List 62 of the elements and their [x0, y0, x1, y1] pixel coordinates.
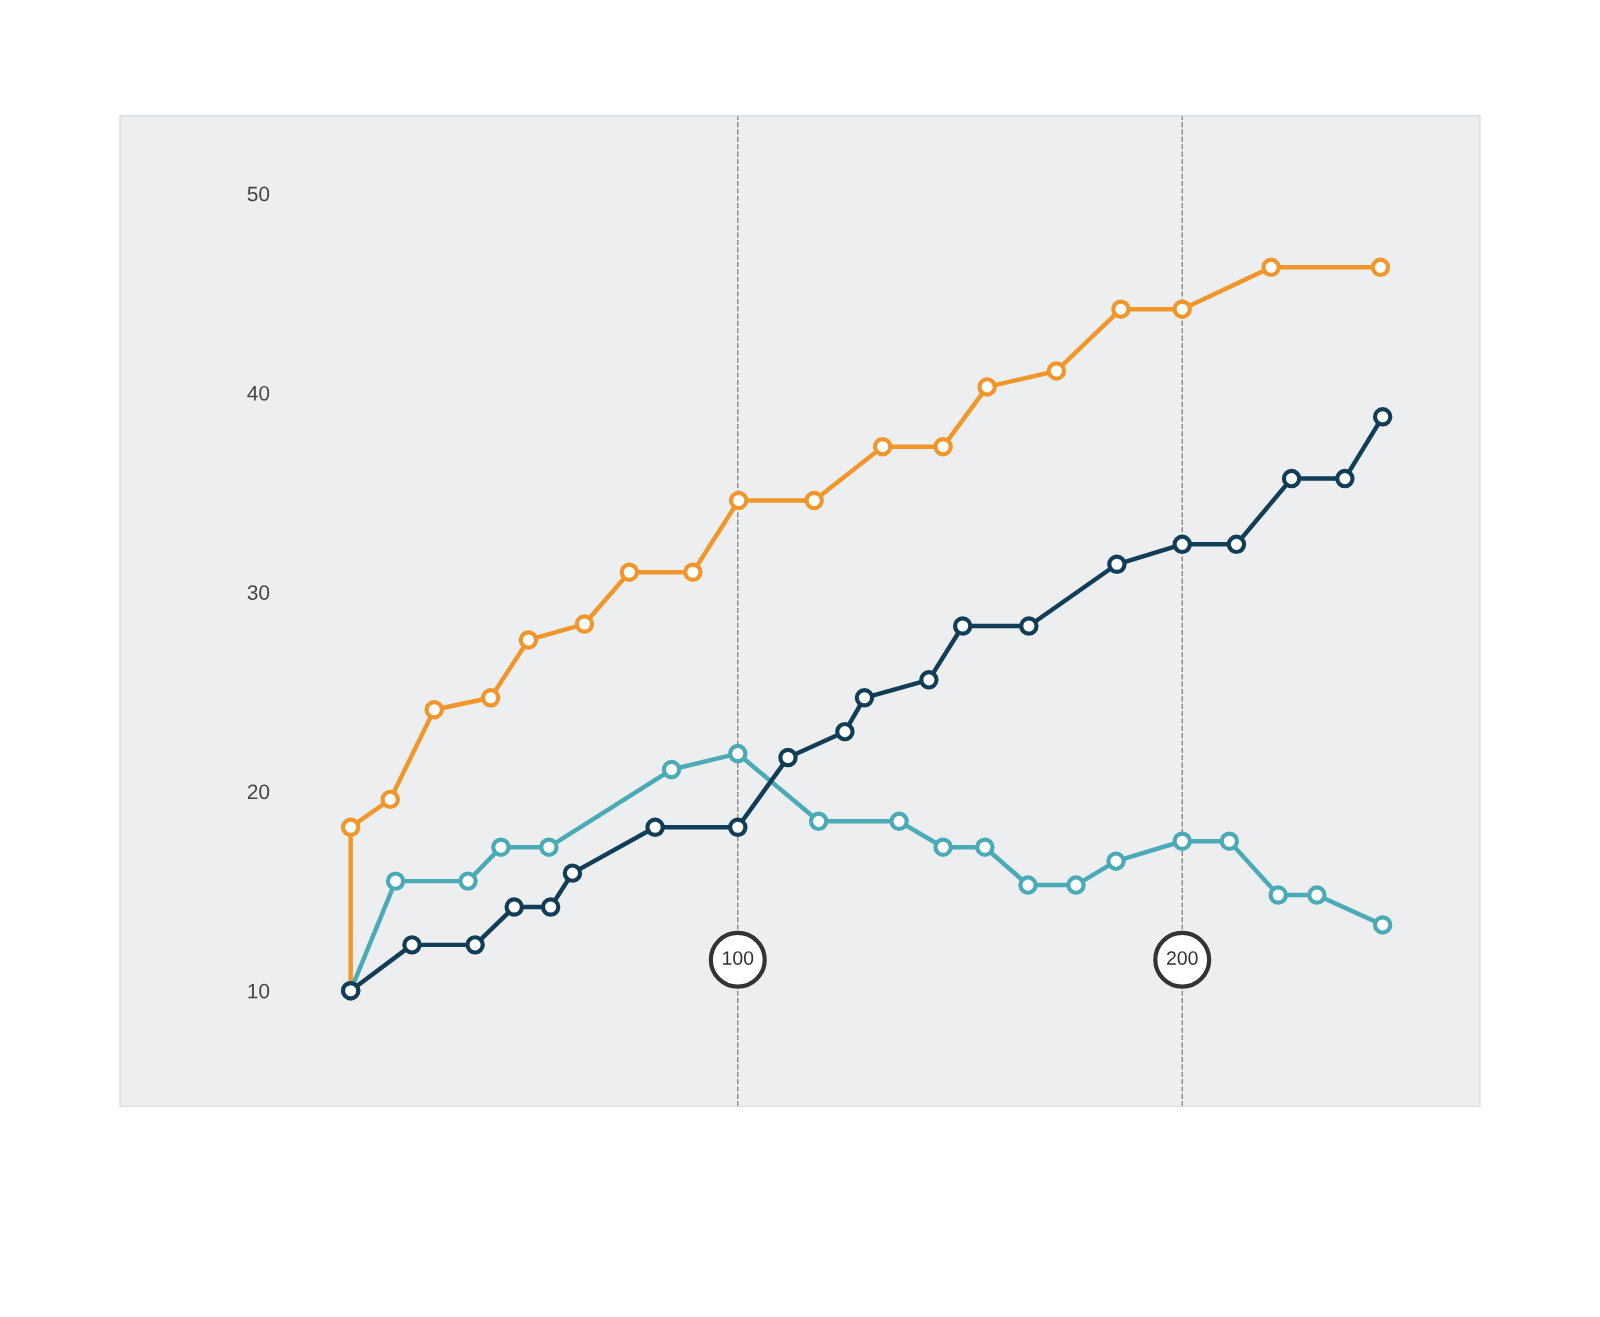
point — [1018, 875, 1038, 895]
point — [728, 490, 749, 511]
point — [1106, 851, 1126, 871]
point — [424, 700, 444, 720]
y-tick-label: 20 — [247, 784, 270, 800]
point — [465, 935, 485, 955]
y-tick-label: 50 — [247, 186, 270, 202]
y-tick-label: 10 — [248, 983, 270, 999]
point — [385, 871, 406, 891]
point — [835, 721, 855, 742]
y-tick-label: 30 — [247, 585, 270, 600]
point — [889, 811, 909, 832]
x-tick-label: 200 — [1166, 951, 1198, 966]
point — [1172, 831, 1192, 851]
point — [804, 490, 824, 511]
point — [402, 935, 422, 955]
point — [1066, 875, 1086, 895]
point — [683, 562, 703, 582]
point — [1372, 407, 1393, 427]
x-tick-label: 100 — [723, 951, 754, 966]
point — [1370, 257, 1391, 278]
point — [919, 670, 939, 690]
point — [491, 837, 511, 857]
point — [1219, 831, 1240, 851]
point — [1172, 299, 1192, 319]
point — [480, 688, 501, 708]
point — [1226, 534, 1247, 555]
point — [1372, 915, 1393, 935]
point — [975, 837, 995, 857]
point — [645, 817, 665, 838]
y-tick-label: 40 — [247, 385, 270, 401]
point — [933, 837, 953, 857]
point — [854, 688, 875, 708]
point — [380, 789, 400, 810]
point — [933, 436, 953, 457]
point — [1107, 554, 1127, 574]
point — [504, 897, 524, 917]
point — [778, 747, 798, 768]
point — [728, 817, 748, 838]
point — [562, 863, 583, 883]
point — [574, 614, 595, 634]
point — [518, 630, 539, 650]
point — [458, 871, 478, 891]
point — [1281, 468, 1302, 489]
point — [728, 743, 748, 764]
point — [1261, 257, 1281, 278]
point — [539, 837, 559, 857]
point — [1335, 468, 1355, 489]
point — [977, 377, 997, 397]
point — [872, 436, 893, 457]
point — [619, 562, 640, 582]
point — [1111, 299, 1131, 319]
point — [1268, 885, 1288, 905]
point — [808, 811, 829, 832]
point — [1172, 534, 1192, 555]
point — [1046, 361, 1067, 381]
point — [340, 817, 361, 838]
point — [1019, 616, 1039, 636]
point — [952, 616, 973, 636]
point — [1307, 885, 1327, 905]
point — [540, 897, 561, 917]
point — [661, 759, 682, 780]
